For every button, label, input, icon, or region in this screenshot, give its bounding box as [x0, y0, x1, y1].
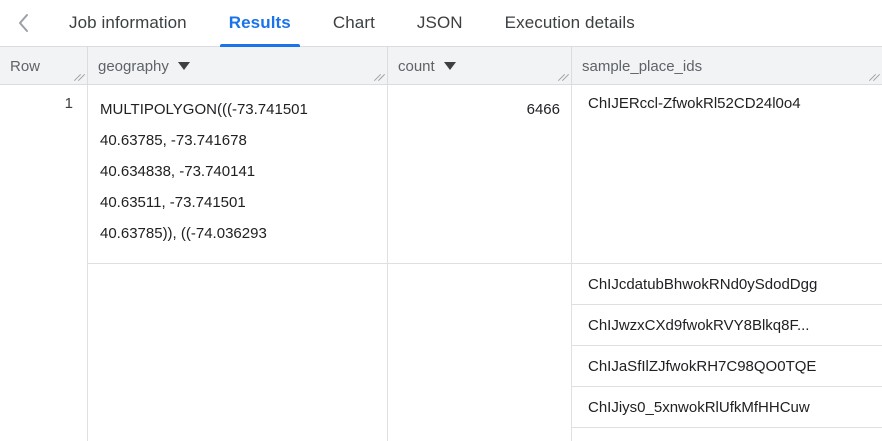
geography-line: 40.63785, -73.741678 — [100, 132, 247, 149]
tab-label: JSON — [416, 13, 463, 32]
column-row-numbers: 1 — [0, 85, 88, 441]
tab-job-information[interactable]: Job information — [48, 0, 208, 47]
place-id-cell[interactable]: ChIJwzxCXd9fwokRVY8Blkq8F... — [572, 304, 882, 345]
row-number: 1 — [64, 95, 73, 112]
geography-line: 40.63511, -73.741501 — [100, 194, 246, 211]
place-id-cell[interactable]: ChIJERccl-ZfwokRl52CD24l0o4 — [588, 95, 801, 112]
column-resize-handle[interactable] — [373, 71, 385, 83]
results-table: Row geography count sample_place_ids 1 M… — [0, 47, 882, 441]
column-header-geography[interactable]: geography — [88, 47, 388, 85]
table-body: 1 MULTIPOLYGON(((-73.741501 40.63785, -7… — [0, 85, 882, 441]
column-header-count[interactable]: count — [388, 47, 572, 85]
column-resize-handle[interactable] — [557, 71, 569, 83]
geography-line: 40.63785)), ((-74.036293 — [100, 225, 267, 242]
column-resize-handle[interactable] — [868, 71, 880, 83]
column-header-sample-place-ids[interactable]: sample_place_ids — [572, 47, 882, 85]
column-header-label: Row — [10, 57, 41, 75]
tab-label: Results — [228, 13, 291, 32]
place-id-list: ChIJERccl-ZfwokRl52CD24l0o4 ChIJcdatubBh… — [572, 85, 882, 441]
column-header-label: count — [398, 57, 435, 75]
column-header-label: geography — [98, 57, 169, 75]
tab-results[interactable]: Results — [208, 0, 312, 47]
tab-json[interactable]: JSON — [396, 0, 484, 47]
results-tab-bar: Job information Results Chart JSON Execu… — [0, 0, 882, 47]
place-id-cell[interactable]: ChIJaSfIlZJfwokRH7C98QO0TQE — [572, 345, 882, 386]
geography-cell[interactable]: MULTIPOLYGON(((-73.741501 40.63785, -73.… — [88, 85, 387, 249]
column-resize-handle[interactable] — [73, 71, 85, 83]
geography-line: 40.634838, -73.740141 — [100, 163, 256, 180]
tab-chart[interactable]: Chart — [312, 0, 396, 47]
tab-label: Job information — [69, 13, 187, 32]
count-cell[interactable]: 6466 — [526, 101, 560, 118]
column-sample-place-ids: ChIJERccl-ZfwokRl52CD24l0o4 ChIJcdatubBh… — [572, 85, 882, 441]
row-separator — [88, 263, 572, 264]
tab-execution-details[interactable]: Execution details — [484, 0, 656, 47]
caret-down-icon[interactable] — [443, 62, 456, 70]
table-header-row: Row geography count sample_place_ids — [0, 47, 882, 85]
tab-label: Execution details — [504, 13, 635, 32]
chevron-left-icon — [17, 12, 31, 34]
back-button[interactable] — [0, 0, 48, 47]
column-header-row[interactable]: Row — [0, 47, 88, 85]
place-id-cell[interactable]: ChIJiys0_5xnwokRlUfkMfHHCuw — [572, 386, 882, 427]
column-geography: MULTIPOLYGON(((-73.741501 40.63785, -73.… — [88, 85, 388, 441]
place-id-cell-empty[interactable] — [572, 427, 882, 441]
column-header-label: sample_place_ids — [582, 57, 703, 75]
tab-label: Chart — [332, 13, 375, 32]
caret-down-icon[interactable] — [177, 62, 190, 70]
place-id-cell[interactable]: ChIJcdatubBhwokRNd0ySdodDgg — [572, 263, 882, 304]
geography-line: MULTIPOLYGON(((-73.741501 — [100, 101, 308, 118]
